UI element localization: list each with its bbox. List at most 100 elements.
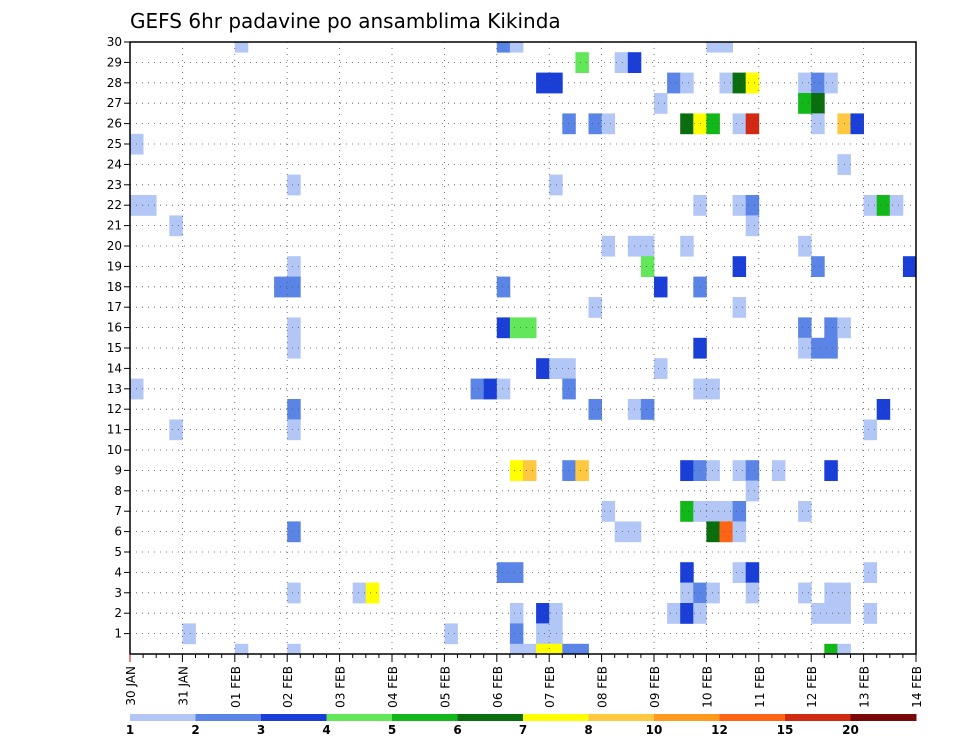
heatmap-cell xyxy=(706,460,720,481)
heatmap-cell xyxy=(654,93,668,114)
heatmap-cell xyxy=(562,643,576,655)
heatmap-cell xyxy=(863,195,878,216)
y-tick-label: 4 xyxy=(114,565,122,579)
heatmap-cell xyxy=(745,195,760,216)
colorbar-label: 5 xyxy=(388,723,396,737)
heatmap-cell xyxy=(640,399,655,420)
heatmap-cell xyxy=(549,643,563,655)
heatmap-cell xyxy=(863,419,878,441)
y-tick-label: 8 xyxy=(114,484,122,498)
heatmap-cell xyxy=(798,93,812,114)
heatmap-cell xyxy=(902,256,917,277)
heatmap-cell xyxy=(667,603,681,624)
y-tick-label: 12 xyxy=(107,402,122,416)
colorbar-label: 20 xyxy=(842,723,859,737)
heatmap-cell xyxy=(732,113,747,135)
heatmap-cell xyxy=(680,113,694,135)
colorbar-label: 6 xyxy=(453,723,461,737)
heatmap-cell xyxy=(287,256,301,277)
heatmap-cell xyxy=(509,643,524,655)
y-tick-label: 1 xyxy=(114,627,122,641)
heatmap-cell xyxy=(496,562,511,583)
heatmap-cell xyxy=(706,582,720,604)
heatmap-cell xyxy=(365,582,380,604)
heatmap-cell xyxy=(876,399,891,420)
x-tick-label: 01 FEB xyxy=(229,666,243,708)
heatmap-cell xyxy=(169,419,183,441)
colorbar-swatch xyxy=(588,714,655,721)
heatmap-cell xyxy=(562,358,576,379)
y-tick-label: 24 xyxy=(107,157,122,171)
heatmap-cell xyxy=(536,72,550,94)
heatmap-cell xyxy=(732,562,747,583)
heatmap-cell xyxy=(824,603,838,624)
heatmap-cell xyxy=(824,337,838,359)
heatmap-cell xyxy=(798,317,812,339)
grid-lines xyxy=(130,41,916,654)
heatmap-cell xyxy=(562,460,576,481)
x-tick-label: 11 FEB xyxy=(753,666,767,708)
heatmap-cell xyxy=(352,582,367,604)
colorbar-label: 3 xyxy=(257,723,265,737)
colorbar-swatch xyxy=(326,714,393,721)
heatmap-cell xyxy=(588,399,602,420)
heatmap-cell xyxy=(496,42,511,53)
heatmap-cell xyxy=(234,42,249,53)
colorbar-label: 7 xyxy=(519,723,527,737)
y-tick-label: 29 xyxy=(107,55,122,69)
y-tick-label: 3 xyxy=(114,586,122,600)
heatmap-cell xyxy=(745,480,760,502)
heatmap-cell xyxy=(732,460,747,481)
y-tick-label: 27 xyxy=(107,96,122,110)
heatmap-cell xyxy=(667,72,681,94)
heatmap-cell xyxy=(562,113,576,135)
heatmap-cell xyxy=(614,52,629,73)
heatmap-cell xyxy=(732,195,747,216)
colorbar-label: 1 xyxy=(126,723,134,737)
x-tick-label: 10 FEB xyxy=(700,666,714,708)
heatmap-cell xyxy=(509,562,524,583)
heatmap-cell xyxy=(850,113,864,135)
heatmap-cell xyxy=(732,72,747,94)
heatmap-cell xyxy=(745,215,760,237)
heatmap-cell xyxy=(575,460,589,481)
heatmap-cell xyxy=(654,358,668,379)
x-tick-label: 06 FEB xyxy=(491,666,505,708)
colorbar-swatch xyxy=(457,714,524,721)
heatmap-cell xyxy=(824,643,838,655)
heatmap-cell xyxy=(811,93,825,114)
y-tick-label: 16 xyxy=(107,321,122,335)
colorbar: 1 2 3 4 5 6 7 8 10 12 15 20 xyxy=(126,714,917,737)
heatmap-cell xyxy=(562,378,576,400)
heatmap-cell xyxy=(496,276,511,298)
colorbar-swatch xyxy=(785,714,851,721)
heatmap-cell xyxy=(509,42,524,53)
heatmap-cell xyxy=(811,256,825,277)
x-tick-label: 09 FEB xyxy=(648,666,662,708)
heatmap-cell xyxy=(536,623,550,645)
heatmap-cell xyxy=(719,521,733,543)
heatmap-cell xyxy=(287,643,301,655)
heatmap-cell xyxy=(680,603,694,624)
heatmap-cell xyxy=(496,378,511,400)
heatmap-cell xyxy=(863,562,878,583)
heatmap-cell xyxy=(182,623,196,645)
heatmap-cell xyxy=(824,460,838,481)
x-tick-label: 31 JAN xyxy=(176,666,190,706)
heatmap-cell xyxy=(732,521,747,543)
heatmap-cell xyxy=(549,603,563,624)
heatmap-cell xyxy=(287,582,301,604)
heatmap-cell xyxy=(287,174,301,196)
heatmap-cell xyxy=(601,113,616,135)
y-tick-label: 5 xyxy=(114,545,122,559)
colorbar-swatch xyxy=(719,714,786,721)
y-tick-label: 18 xyxy=(107,280,122,294)
y-tick-label: 15 xyxy=(107,341,122,355)
heatmap-cell xyxy=(706,521,720,543)
heatmap-cell xyxy=(745,460,760,481)
heatmap-cell xyxy=(719,501,733,522)
heatmap-cell xyxy=(798,72,812,94)
colorbar-label: 4 xyxy=(322,723,330,737)
chart-title: GEFS 6hr padavine po ansamblima Kikinda xyxy=(130,9,561,33)
